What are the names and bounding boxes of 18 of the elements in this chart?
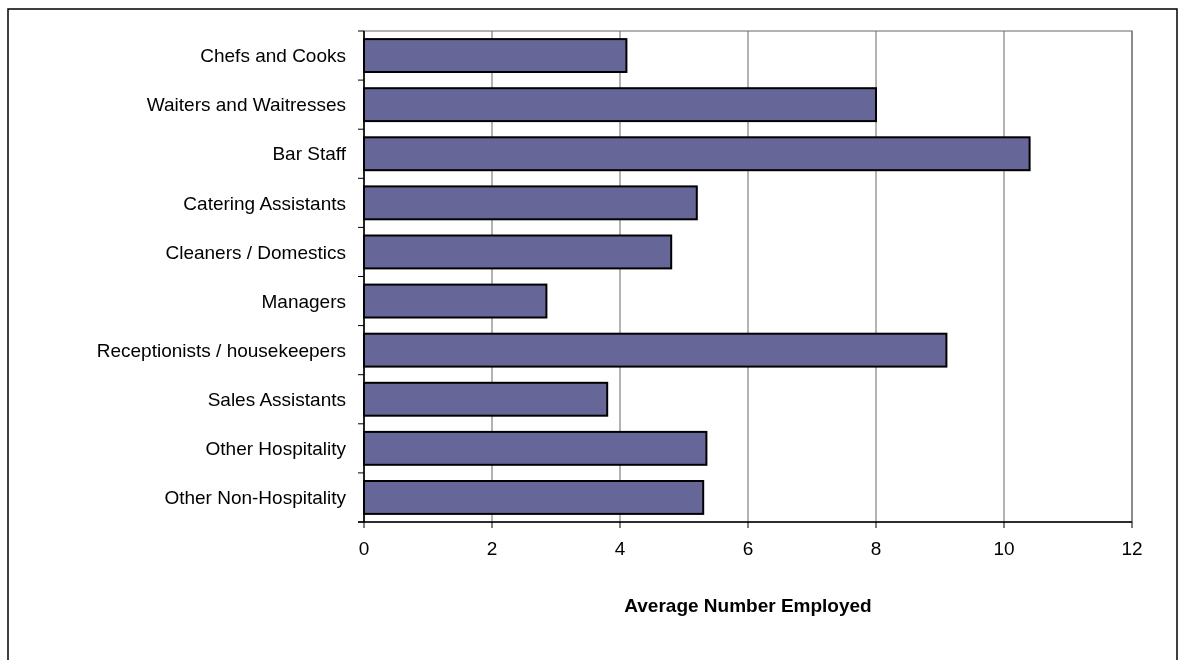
x-tick-label: 12 (1121, 538, 1143, 559)
y-tick-label: Sales Assistants (207, 388, 346, 410)
y-tick-label: Other Non-Hospitality (164, 487, 347, 509)
x-tick-label: 4 (614, 538, 626, 559)
y-tick-label: Catering Assistants (183, 192, 346, 214)
y-tick-label: Waiters and Waitresses (146, 94, 346, 116)
x-tick-label: 8 (870, 538, 882, 559)
y-tick-label: Bar Staff (272, 143, 347, 165)
x-tick-label: 0 (358, 538, 370, 559)
y-tick-label: Receptionists / housekeepers (96, 339, 346, 361)
y-tick-label: Chefs and Cooks (200, 45, 346, 67)
y-tick-label: Cleaners / Domestics (165, 241, 346, 263)
y-tick-label: Other Hospitality (205, 438, 347, 459)
y-tick-label: Managers (261, 290, 346, 312)
x-tick-label: 10 (993, 538, 1015, 559)
x-axis-title: Average Number Employed (624, 595, 872, 616)
x-tick-label: 2 (486, 538, 498, 559)
x-tick-label: 6 (742, 538, 754, 559)
